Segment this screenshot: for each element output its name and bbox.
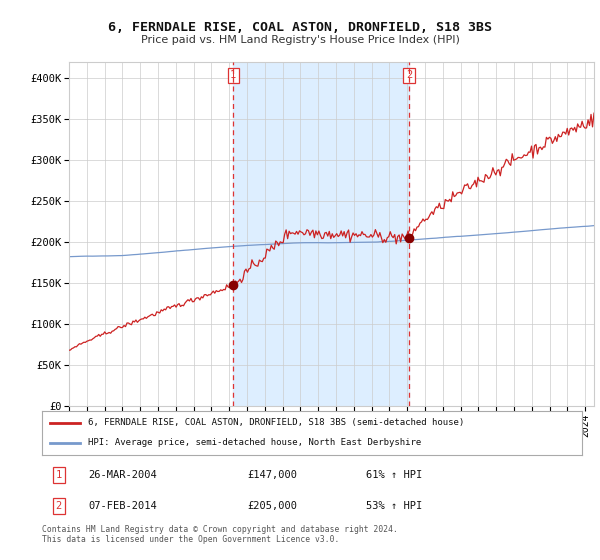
Text: Contains HM Land Registry data © Crown copyright and database right 2024.
This d: Contains HM Land Registry data © Crown c… <box>42 525 398 544</box>
Text: HPI: Average price, semi-detached house, North East Derbyshire: HPI: Average price, semi-detached house,… <box>88 438 421 447</box>
Text: 07-FEB-2014: 07-FEB-2014 <box>88 501 157 511</box>
Text: 53% ↑ HPI: 53% ↑ HPI <box>366 501 422 511</box>
Text: 1: 1 <box>56 470 62 480</box>
Text: £205,000: £205,000 <box>247 501 297 511</box>
Text: £147,000: £147,000 <box>247 470 297 480</box>
Text: 6, FERNDALE RISE, COAL ASTON, DRONFIELD, S18 3BS (semi-detached house): 6, FERNDALE RISE, COAL ASTON, DRONFIELD,… <box>88 418 464 427</box>
Text: 6, FERNDALE RISE, COAL ASTON, DRONFIELD, S18 3BS: 6, FERNDALE RISE, COAL ASTON, DRONFIELD,… <box>108 21 492 34</box>
Text: 61% ↑ HPI: 61% ↑ HPI <box>366 470 422 480</box>
Bar <box>233 62 409 406</box>
Text: 1: 1 <box>230 70 236 80</box>
Text: Price paid vs. HM Land Registry's House Price Index (HPI): Price paid vs. HM Land Registry's House … <box>140 35 460 45</box>
Text: 2: 2 <box>56 501 62 511</box>
Text: 26-MAR-2004: 26-MAR-2004 <box>88 470 157 480</box>
Text: 2: 2 <box>406 70 412 80</box>
